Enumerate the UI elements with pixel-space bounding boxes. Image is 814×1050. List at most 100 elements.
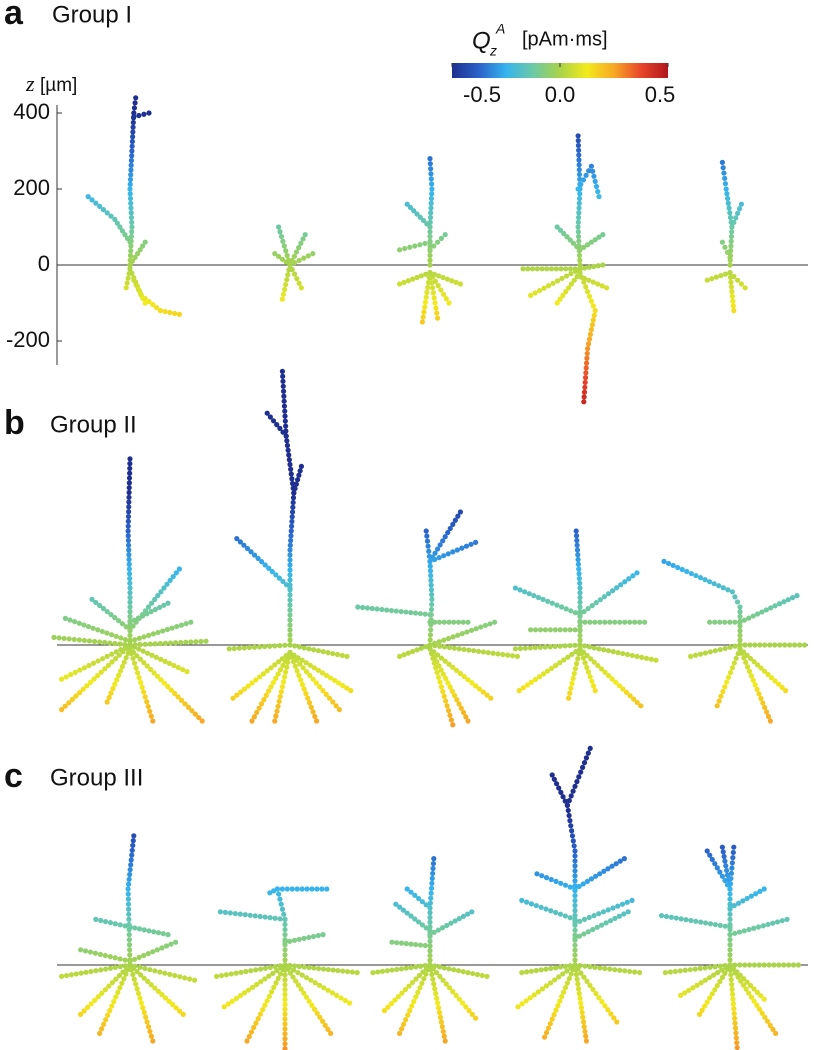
compartment	[167, 577, 173, 584]
compartment	[552, 643, 558, 650]
compartment	[542, 1034, 548, 1040]
compartment	[722, 684, 728, 690]
compartment	[287, 627, 293, 633]
compartment	[438, 235, 444, 241]
compartment	[637, 970, 643, 976]
compartment	[349, 969, 355, 975]
compartment	[528, 901, 535, 907]
compartment	[121, 976, 127, 982]
compartment	[572, 853, 578, 859]
compartment	[251, 644, 258, 650]
compartment	[432, 619, 438, 625]
compartment	[429, 880, 435, 886]
compartment	[563, 273, 570, 279]
compartment	[127, 632, 133, 639]
compartment	[268, 989, 275, 995]
compartment	[171, 662, 177, 669]
compartment	[115, 989, 121, 995]
compartment	[97, 203, 103, 209]
compartment	[416, 972, 423, 979]
compartment	[308, 977, 314, 983]
compartment	[480, 689, 486, 695]
compartment	[137, 995, 143, 1001]
compartment	[767, 718, 774, 724]
compartment	[260, 671, 266, 677]
compartment	[423, 644, 429, 650]
compartment	[428, 176, 434, 182]
compartment	[112, 964, 118, 971]
compartment	[128, 167, 134, 173]
compartment	[450, 634, 456, 640]
compartment	[127, 613, 133, 620]
compartment	[712, 987, 718, 993]
compartment	[734, 969, 740, 975]
compartment	[608, 1011, 614, 1017]
compartment	[248, 968, 254, 974]
colorbar-tick-label: -0.5	[463, 82, 501, 107]
compartment	[255, 1016, 261, 1022]
compartment	[397, 281, 403, 287]
compartment	[444, 703, 450, 709]
compartment	[295, 982, 302, 988]
compartment	[126, 552, 132, 558]
panel-label: c	[4, 757, 23, 795]
compartment	[762, 704, 768, 711]
compartment	[163, 943, 170, 949]
compartment	[162, 995, 169, 1001]
compartment	[234, 692, 240, 698]
compartment	[282, 957, 288, 963]
compartment	[413, 964, 419, 970]
compartment	[617, 858, 623, 864]
compartment	[127, 924, 133, 930]
compartment	[277, 693, 283, 700]
compartment	[632, 969, 638, 975]
compartment	[622, 579, 628, 585]
compartment	[407, 244, 413, 250]
compartment	[73, 693, 79, 699]
compartment	[360, 604, 366, 611]
compartment	[412, 892, 418, 898]
compartment	[581, 394, 587, 400]
compartment	[520, 685, 526, 691]
compartment	[746, 962, 753, 968]
compartment	[300, 236, 306, 242]
compartment	[117, 668, 124, 674]
compartment	[274, 708, 280, 714]
compartment	[670, 562, 676, 569]
compartment	[393, 608, 399, 614]
compartment	[130, 842, 136, 849]
compartment	[427, 257, 433, 263]
compartment	[584, 878, 590, 885]
compartment	[92, 950, 99, 956]
compartment	[238, 969, 244, 975]
compartment	[548, 965, 554, 972]
compartment	[273, 675, 279, 681]
compartment	[591, 173, 597, 179]
compartment	[720, 849, 726, 855]
compartment	[429, 186, 435, 192]
compartment	[571, 670, 577, 677]
compartment	[269, 568, 275, 575]
compartment	[452, 918, 458, 924]
compartment	[128, 210, 134, 216]
compartment	[291, 260, 298, 266]
compartment	[330, 967, 336, 973]
compartment	[291, 253, 297, 259]
compartment	[141, 634, 147, 640]
compartment	[162, 658, 168, 664]
compartment	[533, 967, 539, 974]
compartment	[553, 266, 559, 272]
compartment	[726, 674, 732, 680]
compartment	[308, 704, 314, 710]
compartment	[264, 668, 270, 674]
compartment	[492, 619, 498, 625]
compartment	[312, 713, 318, 720]
compartment	[712, 861, 718, 867]
compartment	[125, 523, 131, 529]
compartment	[729, 289, 735, 295]
compartment	[538, 967, 544, 973]
compartment	[547, 627, 553, 633]
compartment	[270, 679, 276, 686]
compartment	[596, 994, 602, 1001]
compartment	[227, 910, 233, 916]
